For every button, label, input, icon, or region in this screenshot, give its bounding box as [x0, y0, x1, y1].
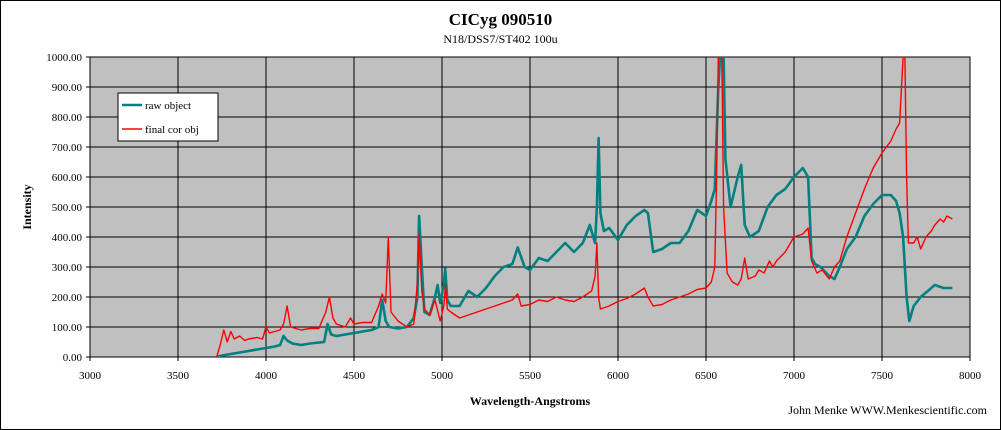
series-line-1: [216, 57, 953, 357]
x-tick-label: 6000: [607, 370, 630, 382]
chart-subtitle: N18/DSS7/ST402 100u: [443, 32, 558, 46]
x-axis-ticks: 3000 3500 4000 4500 5000 5500 6000 6500 7000 7500…: [79, 357, 982, 382]
legend: raw object final cor obj: [117, 92, 219, 142]
x-axis-label: Wavelength-Angstroms: [470, 394, 591, 408]
x-tick-label: 4000: [255, 370, 278, 382]
legend-box: [117, 92, 219, 142]
series-line-0: [216, 57, 953, 357]
y-tick-label: 200.00: [52, 292, 83, 304]
x-tick-label: 7000: [783, 370, 806, 382]
y-axis-label: Intensity: [20, 184, 34, 229]
y-axis-ticks: 0.00 100.00 200.00 300.00 400.00 500.00 600.00…: [46, 52, 90, 364]
y-tick-label: 1000.00: [46, 52, 82, 64]
x-tick-label: 3500: [167, 370, 190, 382]
y-tick-label: 400.00: [52, 232, 83, 244]
series-layer: [216, 57, 953, 357]
y-tick-label: 300.00: [52, 262, 83, 274]
x-tick-label: 5500: [519, 370, 542, 382]
credit-text: John Menke WWW.Menkescientific.com: [788, 403, 987, 417]
y-tick-label: 800.00: [52, 112, 83, 124]
x-tick-label: 4500: [343, 370, 366, 382]
x-tick-label: 7500: [871, 370, 894, 382]
legend-label-1: final cor obj: [145, 124, 199, 136]
y-tick-label: 600.00: [52, 172, 83, 184]
y-tick-label: 500.00: [52, 202, 83, 214]
legend-label-0: raw object: [145, 100, 191, 112]
x-tick-label: 6500: [695, 370, 718, 382]
y-tick-label: 900.00: [52, 82, 83, 94]
x-tick-label: 3000: [79, 370, 102, 382]
y-tick-label: 100.00: [52, 322, 83, 334]
x-tick-label: 5000: [431, 370, 454, 382]
y-tick-label: 700.00: [52, 142, 83, 154]
y-tick-label: 0.00: [63, 352, 83, 364]
chart-title: CICyg 090510: [448, 10, 553, 29]
x-tick-label: 8000: [959, 370, 982, 382]
